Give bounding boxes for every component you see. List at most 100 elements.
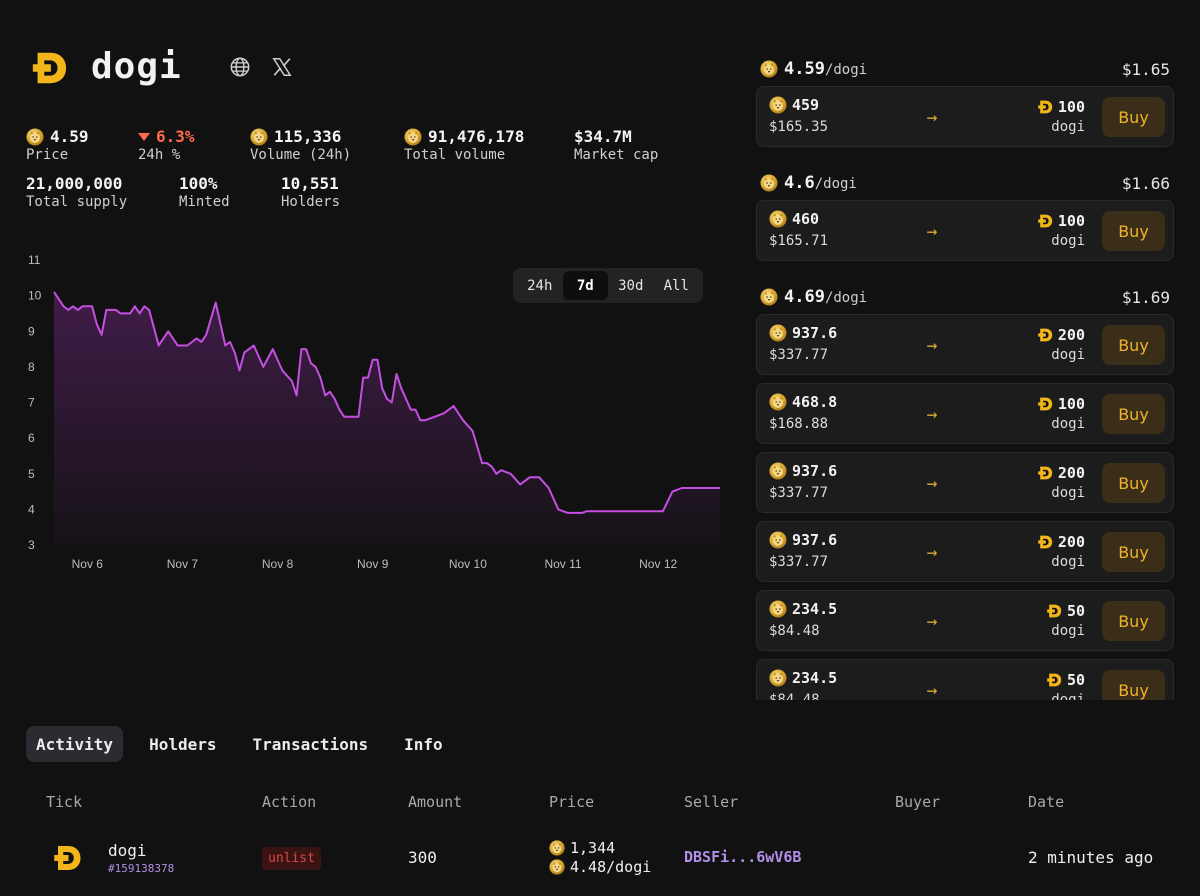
buy-button[interactable]: Buy [1102,325,1165,365]
row-tick-name[interactable]: dogi [108,841,147,860]
level-price-value: 4.59 [784,59,825,79]
tab-holders[interactable]: Holders [149,734,217,754]
total-volume-value: 91,476,178 [428,127,525,146]
row-action-badge: unlist [262,847,321,870]
listing-quantity-value: 50 [1066,602,1085,620]
listing-card[interactable]: 937.6 $337.77 → 200 dogi Buy [756,452,1174,513]
row-seller-address[interactable]: DBSFi...6wV6B [684,848,802,866]
stat-change: 6.3% 24h % [138,127,195,163]
dogi-token-icon [1046,603,1062,619]
column-header-date[interactable]: Date [1028,793,1065,811]
orderbook-list[interactable]: 4.59/dogi $1.65 459 $165.35 → 100 dogi Buy 4.6/d… [756,55,1174,700]
buy-button[interactable]: Buy [1102,97,1165,137]
market-cap-label: Market cap [574,147,659,163]
coin-icon [26,128,44,146]
stat-price: 4.59 Price [26,127,89,163]
volume-24h-value: 115,336 [274,127,342,146]
listing-amount: 468.8 [769,393,837,411]
listing-card[interactable]: 234.5 $84.48 → 50 dogi Buy [756,659,1174,700]
buy-button[interactable]: Buy [1102,463,1165,503]
change-value: 6.3% [156,127,195,146]
x-tick-label: Nov 11 [544,557,581,571]
listing-amount-value: 468.8 [792,393,838,411]
timeframe-24h-button[interactable]: 24h [527,277,553,294]
arrow-right-icon: → [926,107,938,128]
x-tick-label: Nov 7 [167,557,199,571]
price-chart[interactable]: 3 4 5 6 7 8 9 10 11 Nov 6 Nov 7 Nov 8 Nov 9 Nov 10 No… [20,245,730,580]
tab-info[interactable]: Info [404,734,443,754]
dogi-logo [30,49,68,87]
price-area [54,292,720,545]
holders-value: 10,551 [281,174,339,193]
minted-value: 100% [179,174,218,193]
listing-quantity: 100 [1037,98,1085,116]
down-triangle-icon [138,132,150,141]
listing-card[interactable]: 937.6 $337.77 → 200 dogi Buy [756,314,1174,375]
level-price-unit: /dogi [824,62,868,78]
listing-ticker: dogi [1051,233,1085,249]
listing-quantity-value: 50 [1066,671,1085,689]
listing-card[interactable]: 459 $165.35 → 100 dogi Buy [756,86,1174,147]
listing-card[interactable]: 468.8 $168.88 → 100 dogi Buy [756,383,1174,444]
y-tick-label: 11 [28,253,41,267]
x-twitter-icon[interactable] [271,56,293,78]
buy-button[interactable]: Buy [1102,532,1165,572]
listing-quantity: 50 [1046,671,1085,689]
row-tick-id[interactable]: #159138378 [108,862,175,875]
coin-icon [769,531,787,549]
y-tick-label: 9 [28,324,35,338]
column-header-amount[interactable]: Amount [408,793,463,811]
listing-ticker: dogi [1051,554,1085,570]
timeframe-7d-button[interactable]: 7d [562,271,608,300]
x-tick-label: Nov 6 [72,557,104,571]
dogi-token-icon [1046,672,1062,688]
price-label: Price [26,147,69,163]
timeframe-all-button[interactable]: All [663,277,689,294]
y-tick-label: 6 [28,431,35,445]
listing-usd-value: $165.35 [769,119,829,135]
stat-volume-24h: 115,336 Volume (24h) [250,127,351,163]
total-supply-label: Total supply [26,194,128,210]
listing-amount: 937.6 [769,462,837,480]
listing-amount-value: 937.6 [792,531,838,549]
arrow-right-icon: → [926,221,938,242]
listing-amount-value: 460 [792,210,820,228]
listing-card[interactable]: 234.5 $84.48 → 50 dogi Buy [756,590,1174,651]
column-header-price[interactable]: Price [549,793,595,811]
arrow-right-icon: → [926,542,938,563]
column-header-tick[interactable]: Tick [46,793,83,811]
price-line [53,291,720,514]
buy-button[interactable]: Buy [1102,211,1165,251]
listing-amount: 937.6 [769,324,837,342]
holders-label: Holders [281,194,341,210]
coin-icon [769,324,787,342]
coin-icon [250,128,268,146]
volume-24h-label: Volume (24h) [250,147,352,163]
buy-button[interactable]: Buy [1102,601,1165,641]
listing-card[interactable]: 460 $165.71 → 100 dogi Buy [756,200,1174,261]
level-price-unit: /dogi [824,290,868,306]
listing-card[interactable]: 937.6 $337.77 → 200 dogi Buy [756,521,1174,582]
stat-holders: 10,551 Holders [281,174,340,210]
dogi-token-icon [1037,213,1053,229]
tab-activity[interactable]: Activity [26,726,124,762]
dogi-token-icon [1037,99,1053,115]
level-price: 4.69/dogi [760,287,867,307]
listing-usd-value: $168.88 [769,416,829,432]
row-price-unit-value: 4.48/dogi [570,858,652,876]
column-header-action[interactable]: Action [262,793,317,811]
tab-transactions[interactable]: Transactions [252,734,369,754]
buy-button[interactable]: Buy [1102,394,1165,434]
timeframe-30d-button[interactable]: 30d [618,277,644,294]
y-tick-label: 8 [28,360,35,374]
buy-button[interactable]: Buy [1102,670,1165,700]
coin-icon [769,393,787,411]
column-header-seller[interactable]: Seller [684,793,739,811]
listing-amount: 937.6 [769,531,837,549]
listing-amount-value: 937.6 [792,462,838,480]
globe-icon[interactable] [229,56,251,78]
coin-icon [760,288,778,306]
column-header-buyer[interactable]: Buyer [895,793,941,811]
price-level-header: 4.59/dogi $1.65 [756,55,1174,83]
arrow-right-icon: → [926,680,938,700]
